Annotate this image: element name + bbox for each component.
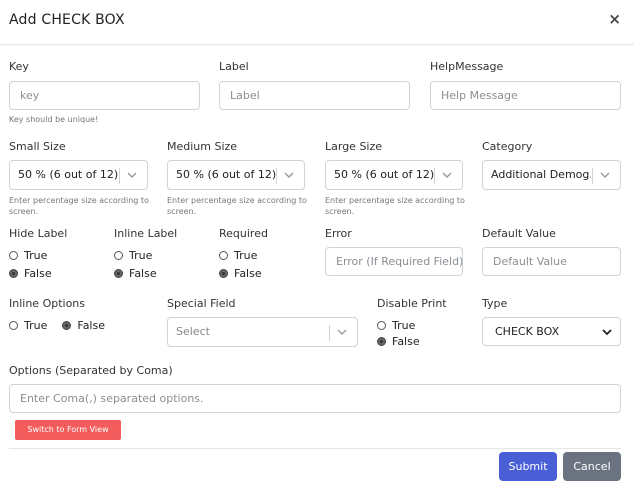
medium-size-help: Enter percentage size according to scree…: [167, 196, 307, 216]
hide-label-true-option[interactable]: True: [9, 248, 47, 262]
radio-label: False: [129, 266, 157, 280]
chevron-down-icon: [337, 329, 347, 335]
small-size-value: 50 % (6 out of 12): [18, 168, 119, 181]
large-size-label: Large Size: [325, 140, 383, 153]
options-input[interactable]: Enter Coma(,) separated options.: [9, 384, 621, 413]
medium-size-select[interactable]: 50 % (6 out of 12): [167, 160, 305, 190]
hide-label-false-option[interactable]: False: [9, 266, 52, 280]
label-input[interactable]: Label: [219, 81, 410, 110]
small-size-help: Enter percentage size according to scree…: [9, 196, 149, 216]
required-false-option[interactable]: False: [219, 266, 262, 280]
small-size-label: Small Size: [9, 140, 66, 153]
disable-print-false-option[interactable]: False: [377, 334, 420, 348]
radio-button-selected[interactable]: [377, 336, 386, 346]
footer-divider: [9, 448, 621, 449]
radio-label: True: [392, 318, 416, 332]
special-field-placeholder: Select: [176, 325, 210, 338]
key-input[interactable]: key: [9, 81, 200, 110]
small-size-select[interactable]: 50 % (6 out of 12): [9, 160, 148, 190]
radio-button-selected[interactable]: [219, 268, 228, 278]
key-label: Key: [9, 60, 29, 73]
inline-label-label: Inline Label: [114, 227, 178, 240]
inline-label-false-option[interactable]: False: [114, 266, 157, 280]
chevron-down-icon: [602, 329, 612, 336]
category-value: Additional Demog...: [491, 168, 591, 181]
chevron-down-icon: [284, 172, 294, 178]
select-separator: [329, 325, 330, 341]
inline-label-true-option[interactable]: True: [114, 248, 152, 262]
select-separator: [276, 168, 277, 184]
help-message-input[interactable]: Help Message: [430, 81, 621, 110]
type-value: CHECK BOX: [495, 325, 560, 338]
select-separator: [592, 168, 593, 184]
special-field-label: Special Field: [167, 297, 236, 310]
select-separator: [434, 168, 435, 184]
required-label: Required: [219, 227, 268, 240]
radio-label: False: [77, 318, 105, 332]
special-field-select[interactable]: Select: [167, 317, 358, 347]
default-value-input[interactable]: Default Value: [482, 247, 621, 276]
radio-label: True: [24, 318, 48, 332]
radio-button-selected[interactable]: [9, 268, 18, 278]
cancel-button[interactable]: Cancel: [563, 452, 621, 481]
radio-button[interactable]: [377, 320, 386, 330]
dialog-title: Add CHECK BOX: [9, 12, 125, 28]
submit-button[interactable]: Submit: [499, 452, 557, 481]
radio-button[interactable]: [9, 320, 18, 330]
chevron-down-icon: [442, 172, 452, 178]
type-select[interactable]: CHECK BOX: [482, 317, 621, 346]
medium-size-value: 50 % (6 out of 12): [176, 168, 277, 181]
select-separator: [119, 168, 120, 184]
inline-options-radio-group: True False: [9, 318, 105, 332]
type-label: Type: [482, 297, 508, 310]
options-label: Options (Separated by Coma): [9, 364, 173, 377]
category-label: Category: [482, 140, 533, 153]
radio-button[interactable]: [219, 250, 228, 260]
medium-size-label: Medium Size: [167, 140, 238, 153]
radio-button[interactable]: [114, 250, 123, 260]
disable-print-true-option[interactable]: True: [377, 318, 415, 332]
key-help-text: Key should be unique!: [9, 115, 99, 124]
radio-label: True: [129, 248, 153, 262]
large-size-value: 50 % (6 out of 12): [334, 168, 435, 181]
radio-button-selected[interactable]: [62, 320, 72, 330]
disable-print-label: Disable Print: [377, 297, 447, 310]
radio-button-selected[interactable]: [114, 268, 123, 278]
hide-label-label: Hide Label: [9, 227, 68, 240]
label-field-label: Label: [219, 60, 249, 73]
help-message-label: HelpMessage: [430, 60, 504, 73]
radio-label: True: [24, 248, 48, 262]
error-input[interactable]: Error (If Required Field): [325, 247, 463, 276]
close-icon[interactable]: ×: [608, 10, 621, 28]
large-size-help: Enter percentage size according to scree…: [325, 196, 465, 216]
radio-label: True: [234, 248, 258, 262]
radio-label: False: [392, 334, 420, 348]
default-value-label: Default Value: [482, 227, 556, 240]
chevron-down-icon: [127, 172, 137, 178]
radio-label: False: [24, 266, 52, 280]
inline-options-label: Inline Options: [9, 297, 86, 310]
chevron-down-icon: [600, 172, 610, 178]
radio-button[interactable]: [9, 250, 18, 260]
error-label: Error: [325, 227, 352, 240]
large-size-select[interactable]: 50 % (6 out of 12): [325, 160, 463, 190]
required-true-option[interactable]: True: [219, 248, 257, 262]
switch-to-form-view-button[interactable]: Switch to Form View: [15, 420, 121, 440]
dialog-header: Add CHECK BOX ×: [0, 0, 634, 45]
radio-label: False: [234, 266, 262, 280]
category-select[interactable]: Additional Demog...: [482, 160, 621, 190]
